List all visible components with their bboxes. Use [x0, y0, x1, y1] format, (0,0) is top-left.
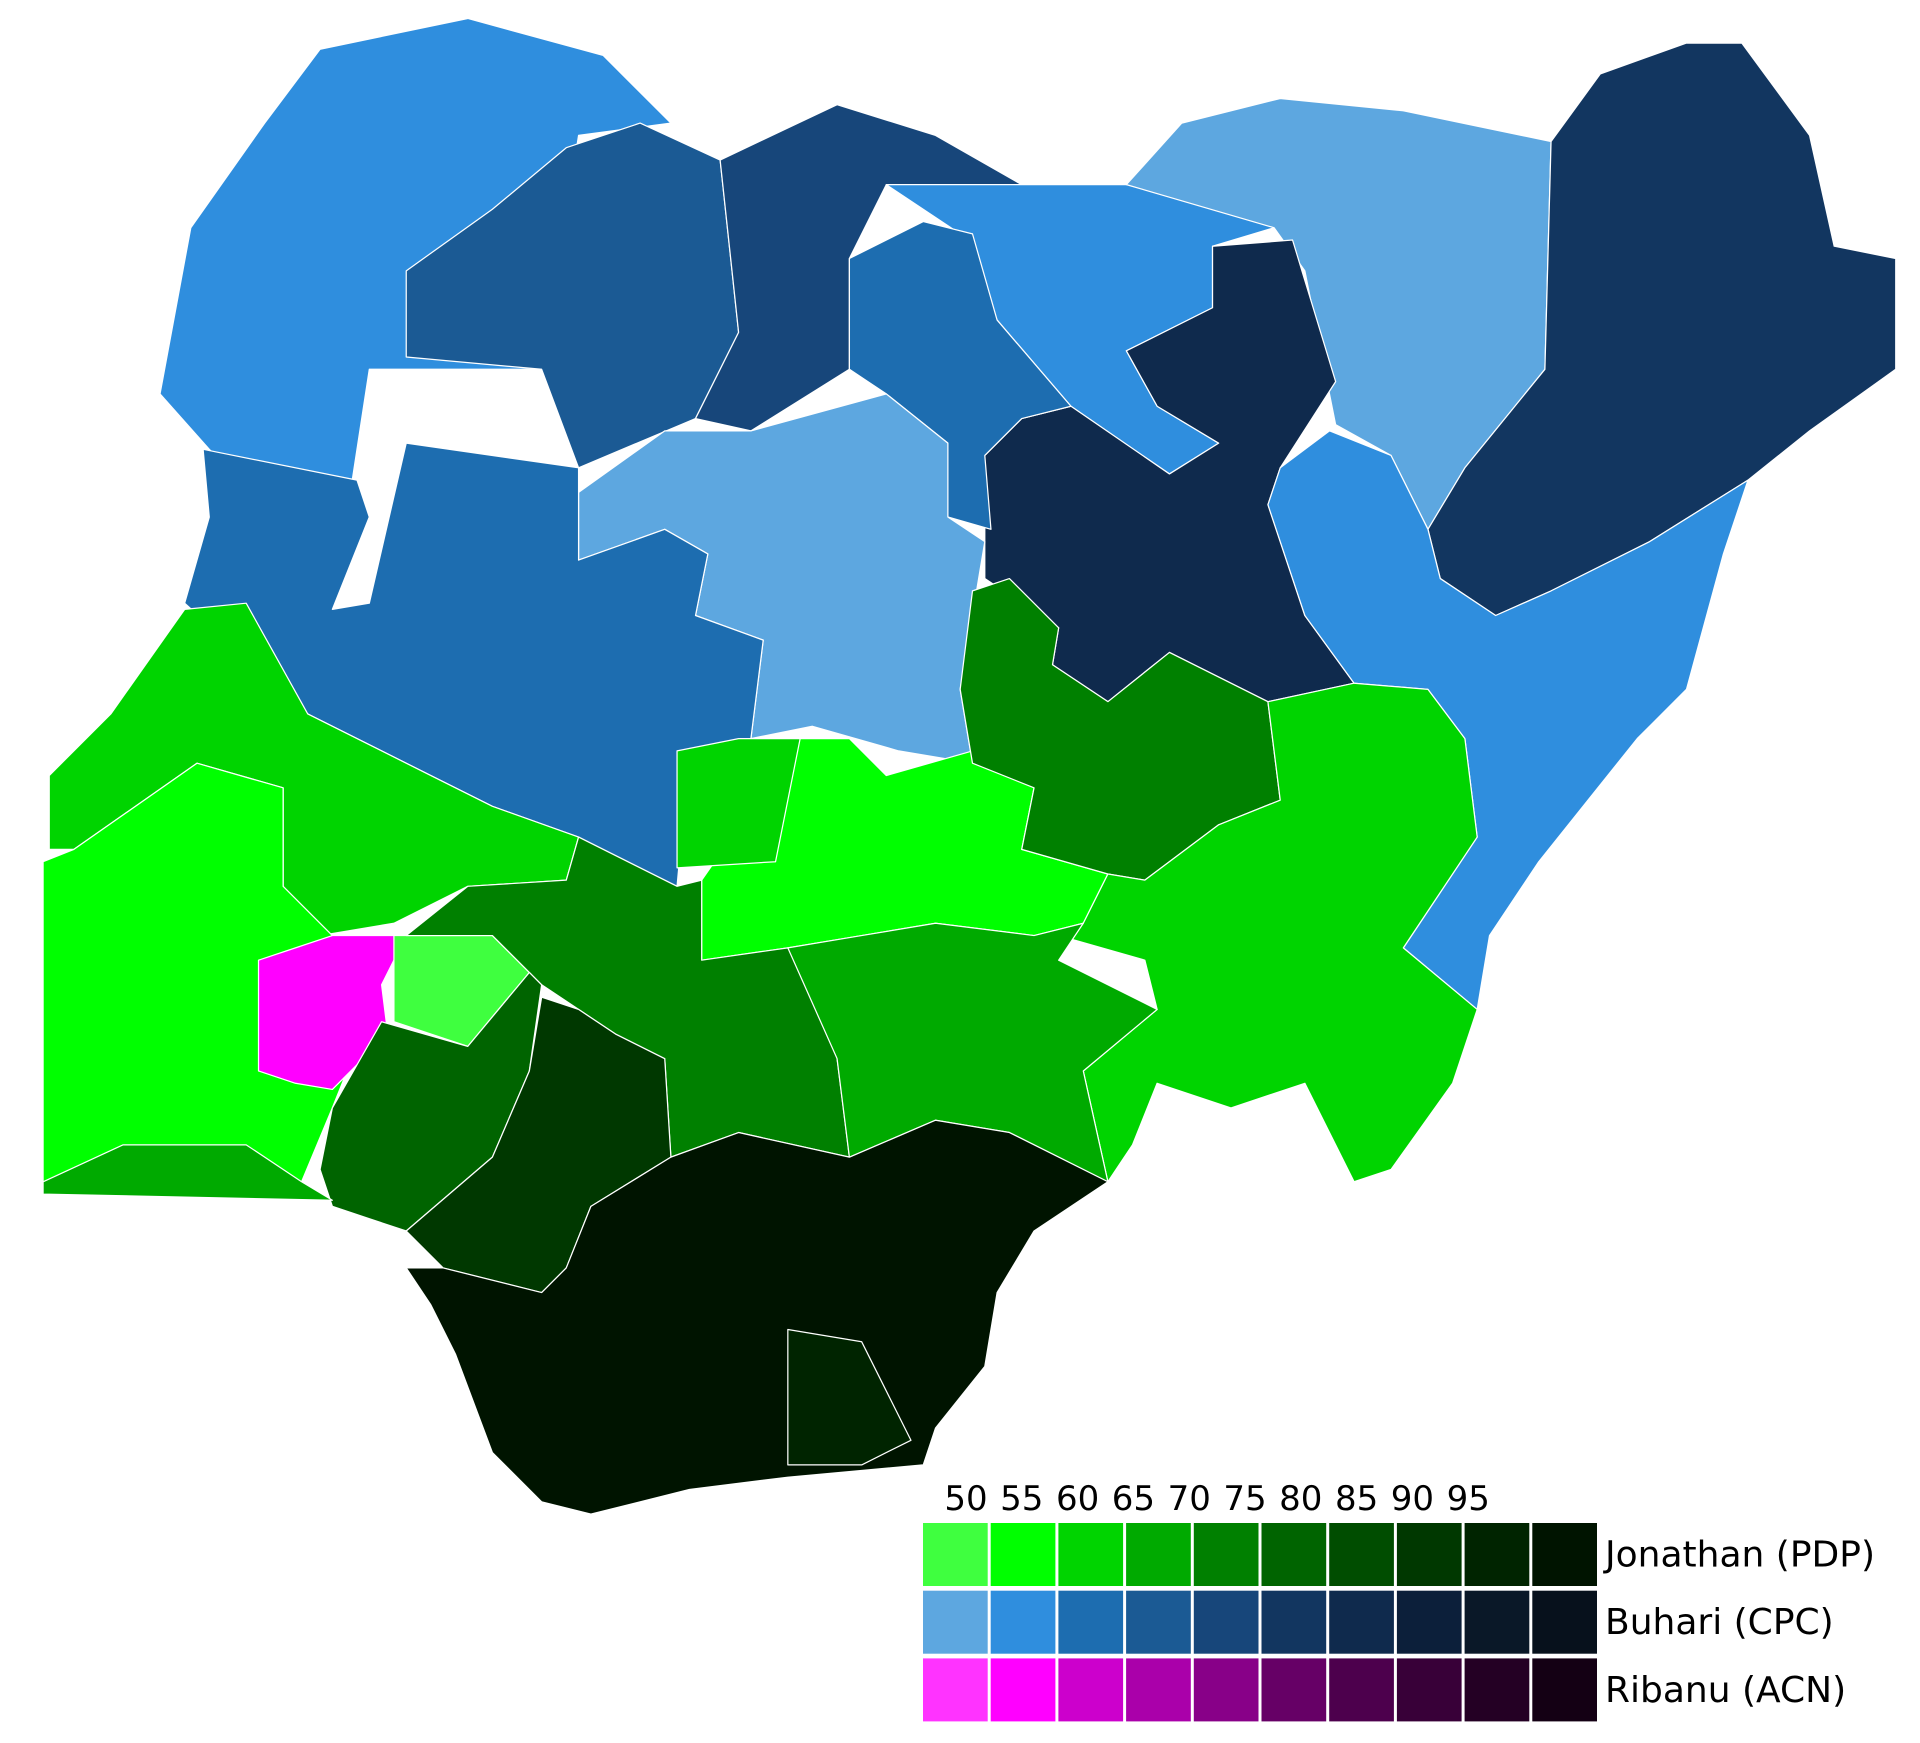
legend-swatch — [1532, 1590, 1597, 1654]
state — [787, 1328, 912, 1466]
legend-row-label: Jonathan (PDP) — [1603, 1535, 1875, 1576]
legend-swatch — [923, 1590, 988, 1654]
legend-tick-label: 95 — [1447, 1479, 1490, 1519]
legend-swatch — [1464, 1523, 1530, 1586]
legend-swatch — [923, 1523, 988, 1586]
legend-row-label: Ribanu (ACN) — [1605, 1670, 1846, 1711]
state — [42, 1144, 333, 1201]
legend-swatch — [1126, 1590, 1191, 1654]
legend: 50 55 60 65 70 75 80 85 90 95 Jonathan (PDP) Buhari… — [923, 1479, 1875, 1722]
state — [405, 1119, 1109, 1515]
legend-swatch — [990, 1523, 1056, 1586]
legend-swatch — [1396, 1658, 1462, 1722]
legend-swatch — [1261, 1590, 1327, 1654]
legend-swatch — [1464, 1658, 1530, 1722]
legend-tick-label: 60 — [1056, 1479, 1099, 1519]
legend-swatch — [990, 1658, 1056, 1722]
legend-tick-label: 55 — [1000, 1479, 1043, 1519]
legend-swatch — [1329, 1523, 1394, 1586]
legend-swatch — [1329, 1590, 1394, 1654]
legend-tick-label: 65 — [1112, 1479, 1155, 1519]
legend-tick-label: 85 — [1335, 1479, 1378, 1519]
legend-swatch — [1532, 1658, 1597, 1722]
states — [42, 17, 1897, 1515]
legend-swatch — [990, 1590, 1056, 1654]
legend-swatch — [1058, 1658, 1124, 1722]
legend-swatch — [1126, 1658, 1191, 1722]
legend-row-label: Buhari (CPC) — [1605, 1602, 1834, 1643]
legend-swatch — [1193, 1590, 1259, 1654]
state — [1427, 42, 1897, 617]
state — [1058, 682, 1478, 1183]
state — [676, 737, 801, 869]
legend-swatch — [1193, 1523, 1259, 1586]
legend-swatch — [1329, 1658, 1394, 1722]
legend-swatch — [1126, 1523, 1191, 1586]
legend-tick-label: 75 — [1223, 1479, 1266, 1519]
legend-swatch — [1464, 1590, 1530, 1654]
legend-tick-label: 90 — [1391, 1479, 1434, 1519]
legend-swatch — [1396, 1523, 1462, 1586]
legend-swatch — [1532, 1523, 1597, 1586]
legend-tick-label: 70 — [1168, 1479, 1211, 1519]
legend-swatch — [1261, 1523, 1327, 1586]
legend-swatch — [1058, 1590, 1124, 1654]
legend-tick-label: 50 — [944, 1479, 987, 1519]
legend-swatch — [1193, 1658, 1259, 1722]
legend-swatch — [1058, 1523, 1124, 1586]
legend-swatch — [1396, 1590, 1462, 1654]
legend-tick-label: 80 — [1279, 1479, 1322, 1519]
legend-swatch — [923, 1658, 988, 1722]
legend-swatch — [1261, 1658, 1327, 1722]
